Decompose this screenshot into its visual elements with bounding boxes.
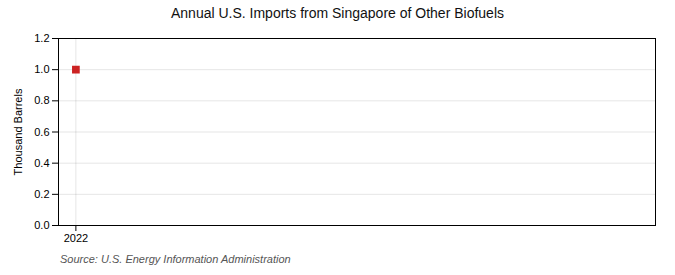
svg-text:2022: 2022 [64,232,88,244]
html-text:Source: U.S. Energy Informatio: Source: U.S. Energy Information Administ… [60,253,291,265]
svg-text:0.8: 0.8 [34,94,49,106]
svg-text:Thousand Barrels: Thousand Barrels [12,88,24,175]
svg-text:0.0: 0.0 [34,219,49,231]
svg-text:0.6: 0.6 [34,126,49,138]
svg-text:0.2: 0.2 [34,188,49,200]
html-text:Annual U.S. Imports from Singa: Annual U.S. Imports from Singapore of Ot… [171,5,504,21]
svg-text:0.4: 0.4 [34,157,49,169]
svg-text:1.2: 1.2 [34,32,49,44]
svg-text:1.0: 1.0 [34,63,49,75]
